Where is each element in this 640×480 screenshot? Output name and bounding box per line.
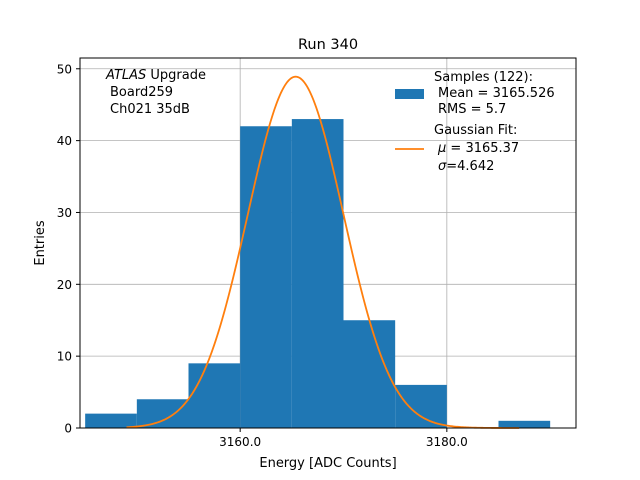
histogram-bar <box>498 420 551 428</box>
y-tick-label: 20 <box>57 278 72 292</box>
legend-fit-label: Gaussian Fit: <box>434 123 517 138</box>
histogram-bar <box>85 413 137 428</box>
gaussian-fit-layer <box>126 75 520 429</box>
annotation-board: Board259 <box>110 85 173 100</box>
legend-fit-sigma: σ=4.642 <box>438 159 494 174</box>
histogram-bar <box>395 384 447 428</box>
plot-frame <box>79 57 577 429</box>
y-axis-ticks: 0 10 20 30 40 50 <box>57 62 80 436</box>
atlas-annotation: ATLAS Upgrade Board259 Ch021 35dB <box>105 68 206 117</box>
legend-mu-symbol: μ <box>437 141 446 156</box>
histogram-bar <box>343 320 396 428</box>
legend-mu-value: = 3165.37 <box>446 141 519 156</box>
legend-samples-label: Samples (122): <box>434 70 533 85</box>
annotation-channel: Ch021 35dB <box>110 102 190 117</box>
y-axis-label: Entries <box>33 220 48 266</box>
histogram-bars <box>85 119 551 428</box>
histogram-bar <box>240 126 292 428</box>
y-tick-label: 30 <box>57 206 72 220</box>
y-tick-label: 10 <box>57 350 72 364</box>
x-tick-label: 3160.0 <box>219 435 261 449</box>
annotation-atlas: ATLAS <box>105 68 146 83</box>
x-tick-label: 3180.0 <box>426 435 468 449</box>
annotation-upgrade: Upgrade <box>146 68 206 83</box>
legend: Samples (122): Mean = 3165.526 RMS = 5.7… <box>395 70 555 174</box>
x-axis-label: Energy [ADC Counts] <box>259 456 396 471</box>
y-tick-label: 40 <box>57 134 72 148</box>
histogram-bar <box>136 399 189 428</box>
legend-sigma-value: =4.642 <box>446 159 494 174</box>
y-tick-label: 0 <box>64 422 72 436</box>
histogram-bar <box>291 119 344 428</box>
histogram-bar <box>188 363 241 428</box>
legend-sigma-symbol: σ <box>438 159 447 174</box>
chart-title: Run 340 <box>298 37 358 53</box>
annotation-line-1: ATLAS Upgrade <box>105 68 206 83</box>
gaussian-fit-curve <box>126 75 520 429</box>
legend-samples-mean: Mean = 3165.526 <box>438 86 555 101</box>
legend-samples-swatch <box>395 89 424 99</box>
legend-fit-mu: μ = 3165.37 <box>437 141 519 156</box>
x-axis-ticks: 3160.0 3180.0 <box>219 428 468 449</box>
y-tick-label: 50 <box>57 62 72 76</box>
legend-samples-rms: RMS = 5.7 <box>438 102 506 117</box>
